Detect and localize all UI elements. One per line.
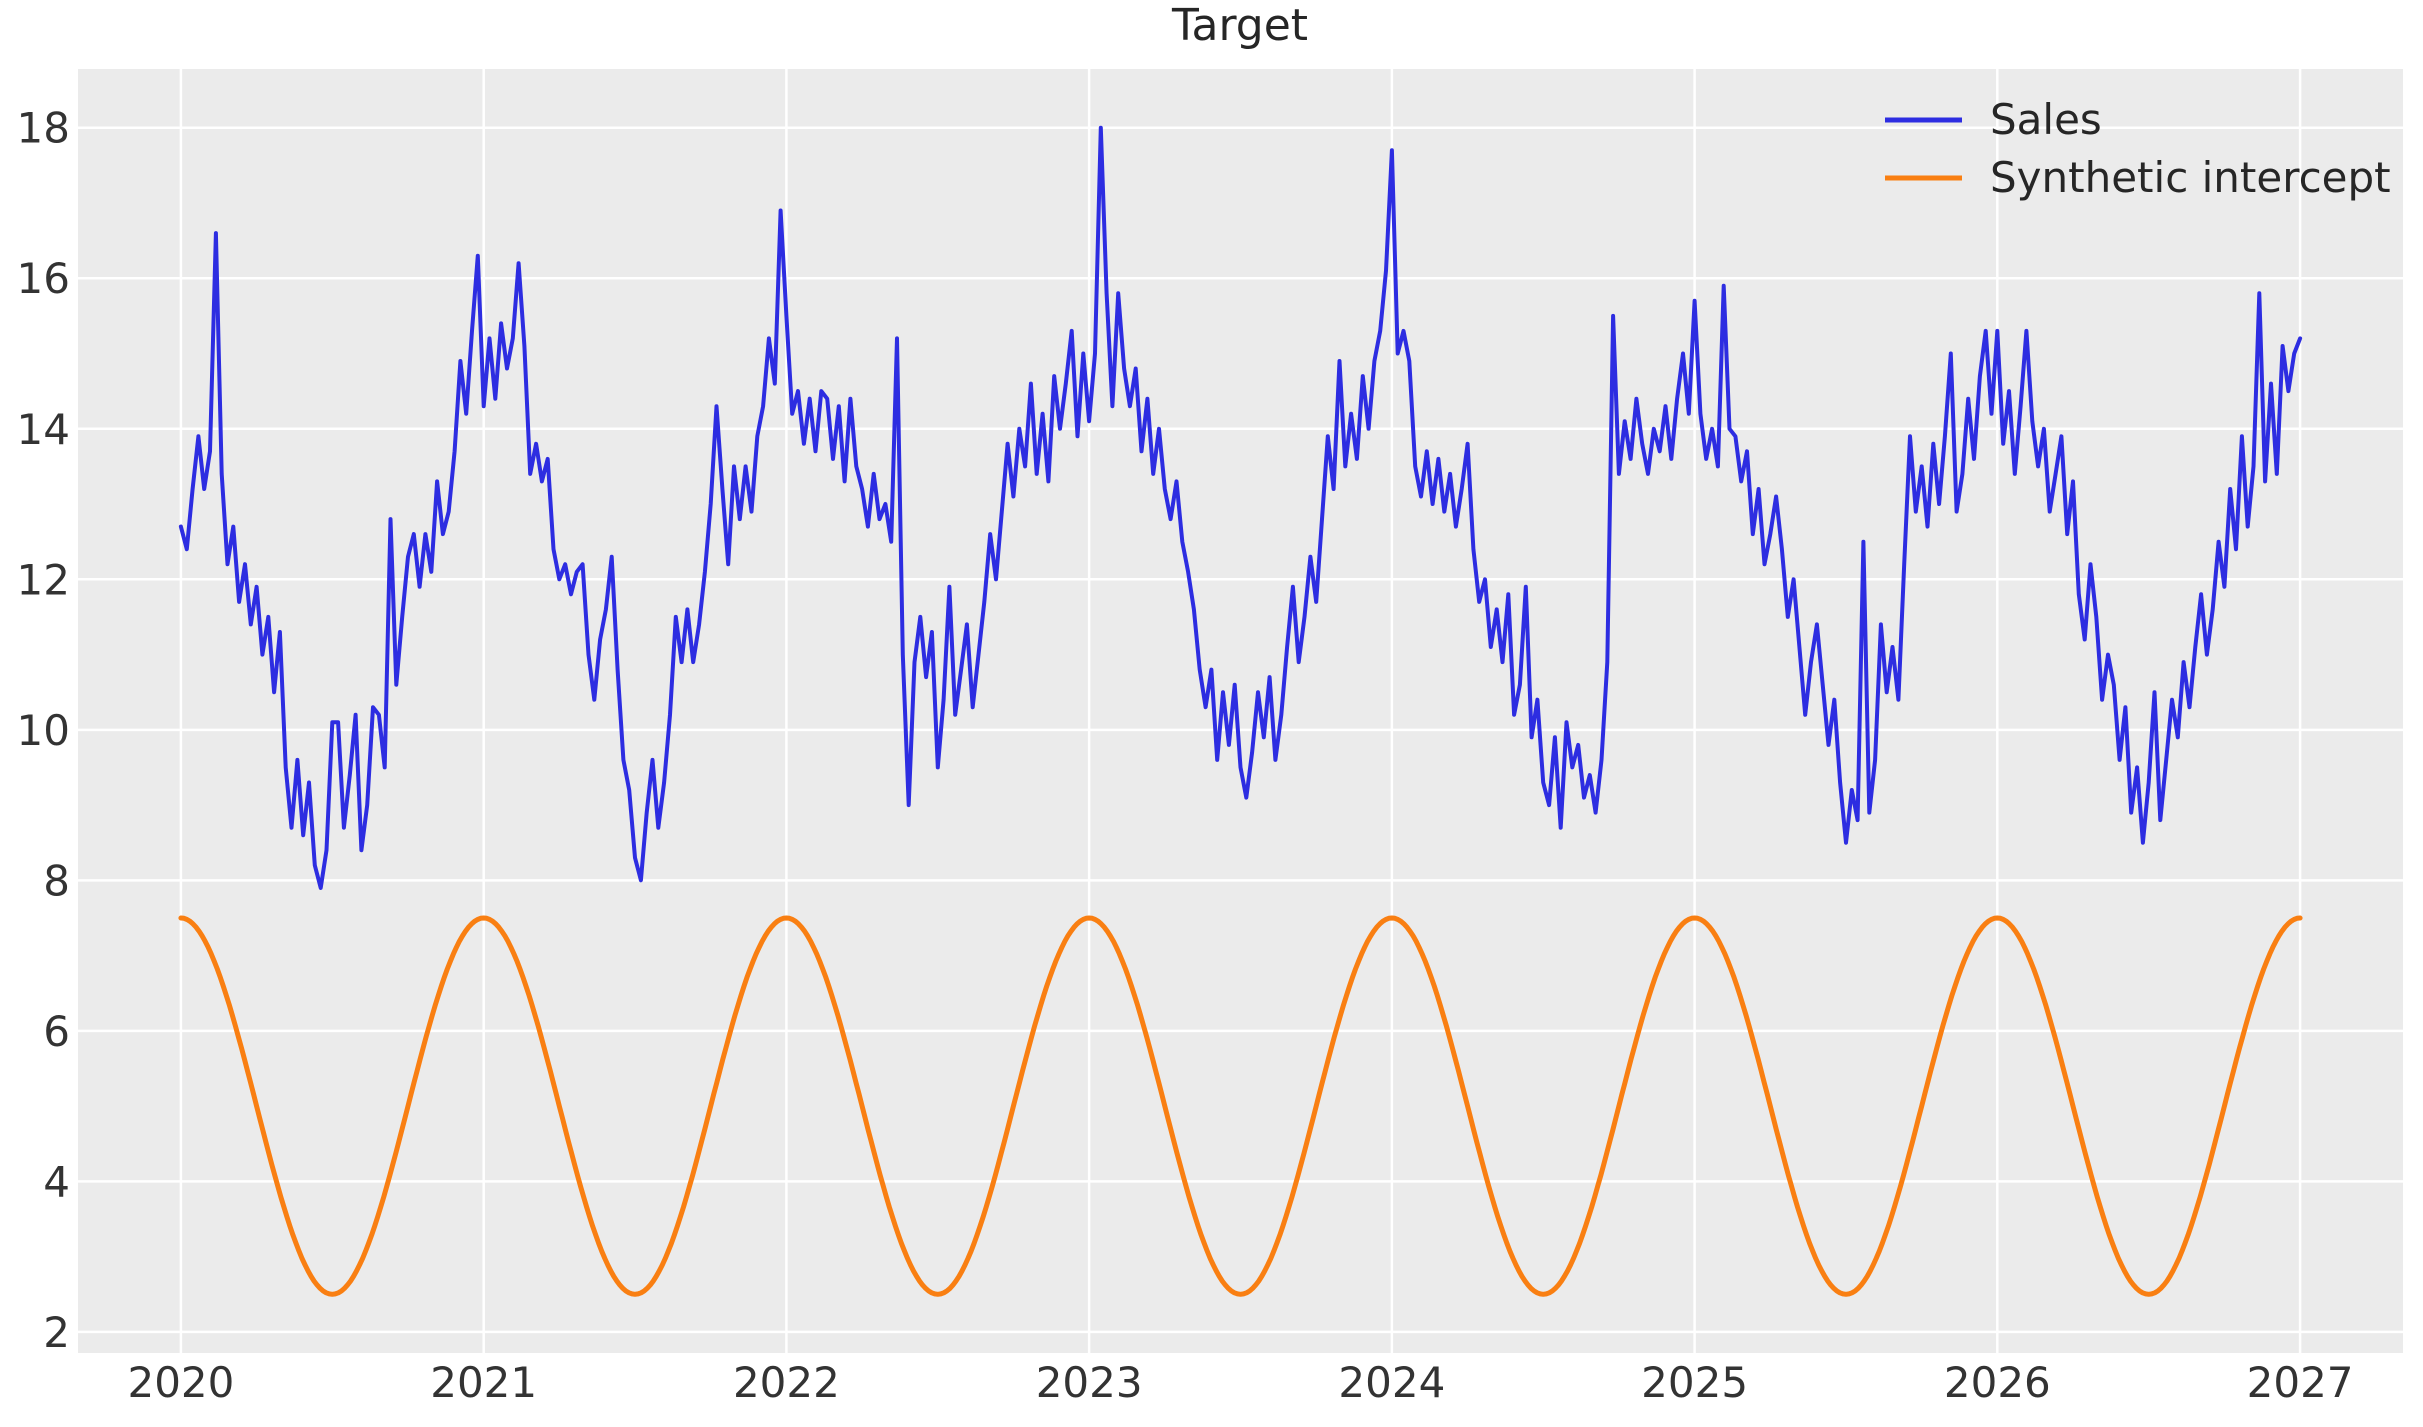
y-tick-label-2: 2 [43, 1308, 70, 1357]
synthetic-intercept-line [178, 915, 2303, 1297]
series-lines [178, 125, 2303, 1297]
y-tick-label-4: 4 [43, 1157, 70, 1206]
x-tick-label-2021: 2021 [430, 1358, 537, 1407]
x-tick-label-2024: 2024 [1338, 1358, 1445, 1407]
x-tick-label-2022: 2022 [733, 1358, 840, 1407]
x-tick-label-2026: 2026 [1944, 1358, 2051, 1407]
y-tick-label-16: 16 [17, 254, 70, 303]
legend: Sales Synthetic intercept [1885, 95, 2391, 202]
y-tick-label-14: 14 [17, 405, 70, 454]
plot-area [78, 69, 2403, 1353]
y-axis-tick-labels: 2 4 6 8 10 12 14 16 18 [17, 104, 70, 1357]
sales-line [178, 125, 2303, 890]
x-axis-tick-labels: 2020 2021 2022 2023 2024 2025 2026 2027 [127, 1358, 2353, 1407]
y-tick-label-6: 6 [43, 1007, 70, 1056]
y-tick-label-8: 8 [43, 856, 70, 905]
legend-label-sales: Sales [1990, 95, 2102, 144]
x-tick-label-2025: 2025 [1641, 1358, 1748, 1407]
x-tick-label-2020: 2020 [127, 1358, 234, 1407]
x-tick-label-2027: 2027 [2247, 1358, 2354, 1407]
y-tick-label-10: 10 [17, 706, 70, 755]
legend-label-synthetic-intercept: Synthetic intercept [1990, 153, 2391, 202]
x-tick-label-2023: 2023 [1036, 1358, 1143, 1407]
chart-title: Target [1171, 0, 1308, 51]
y-tick-label-18: 18 [17, 104, 70, 153]
y-tick-label-12: 12 [17, 555, 70, 604]
